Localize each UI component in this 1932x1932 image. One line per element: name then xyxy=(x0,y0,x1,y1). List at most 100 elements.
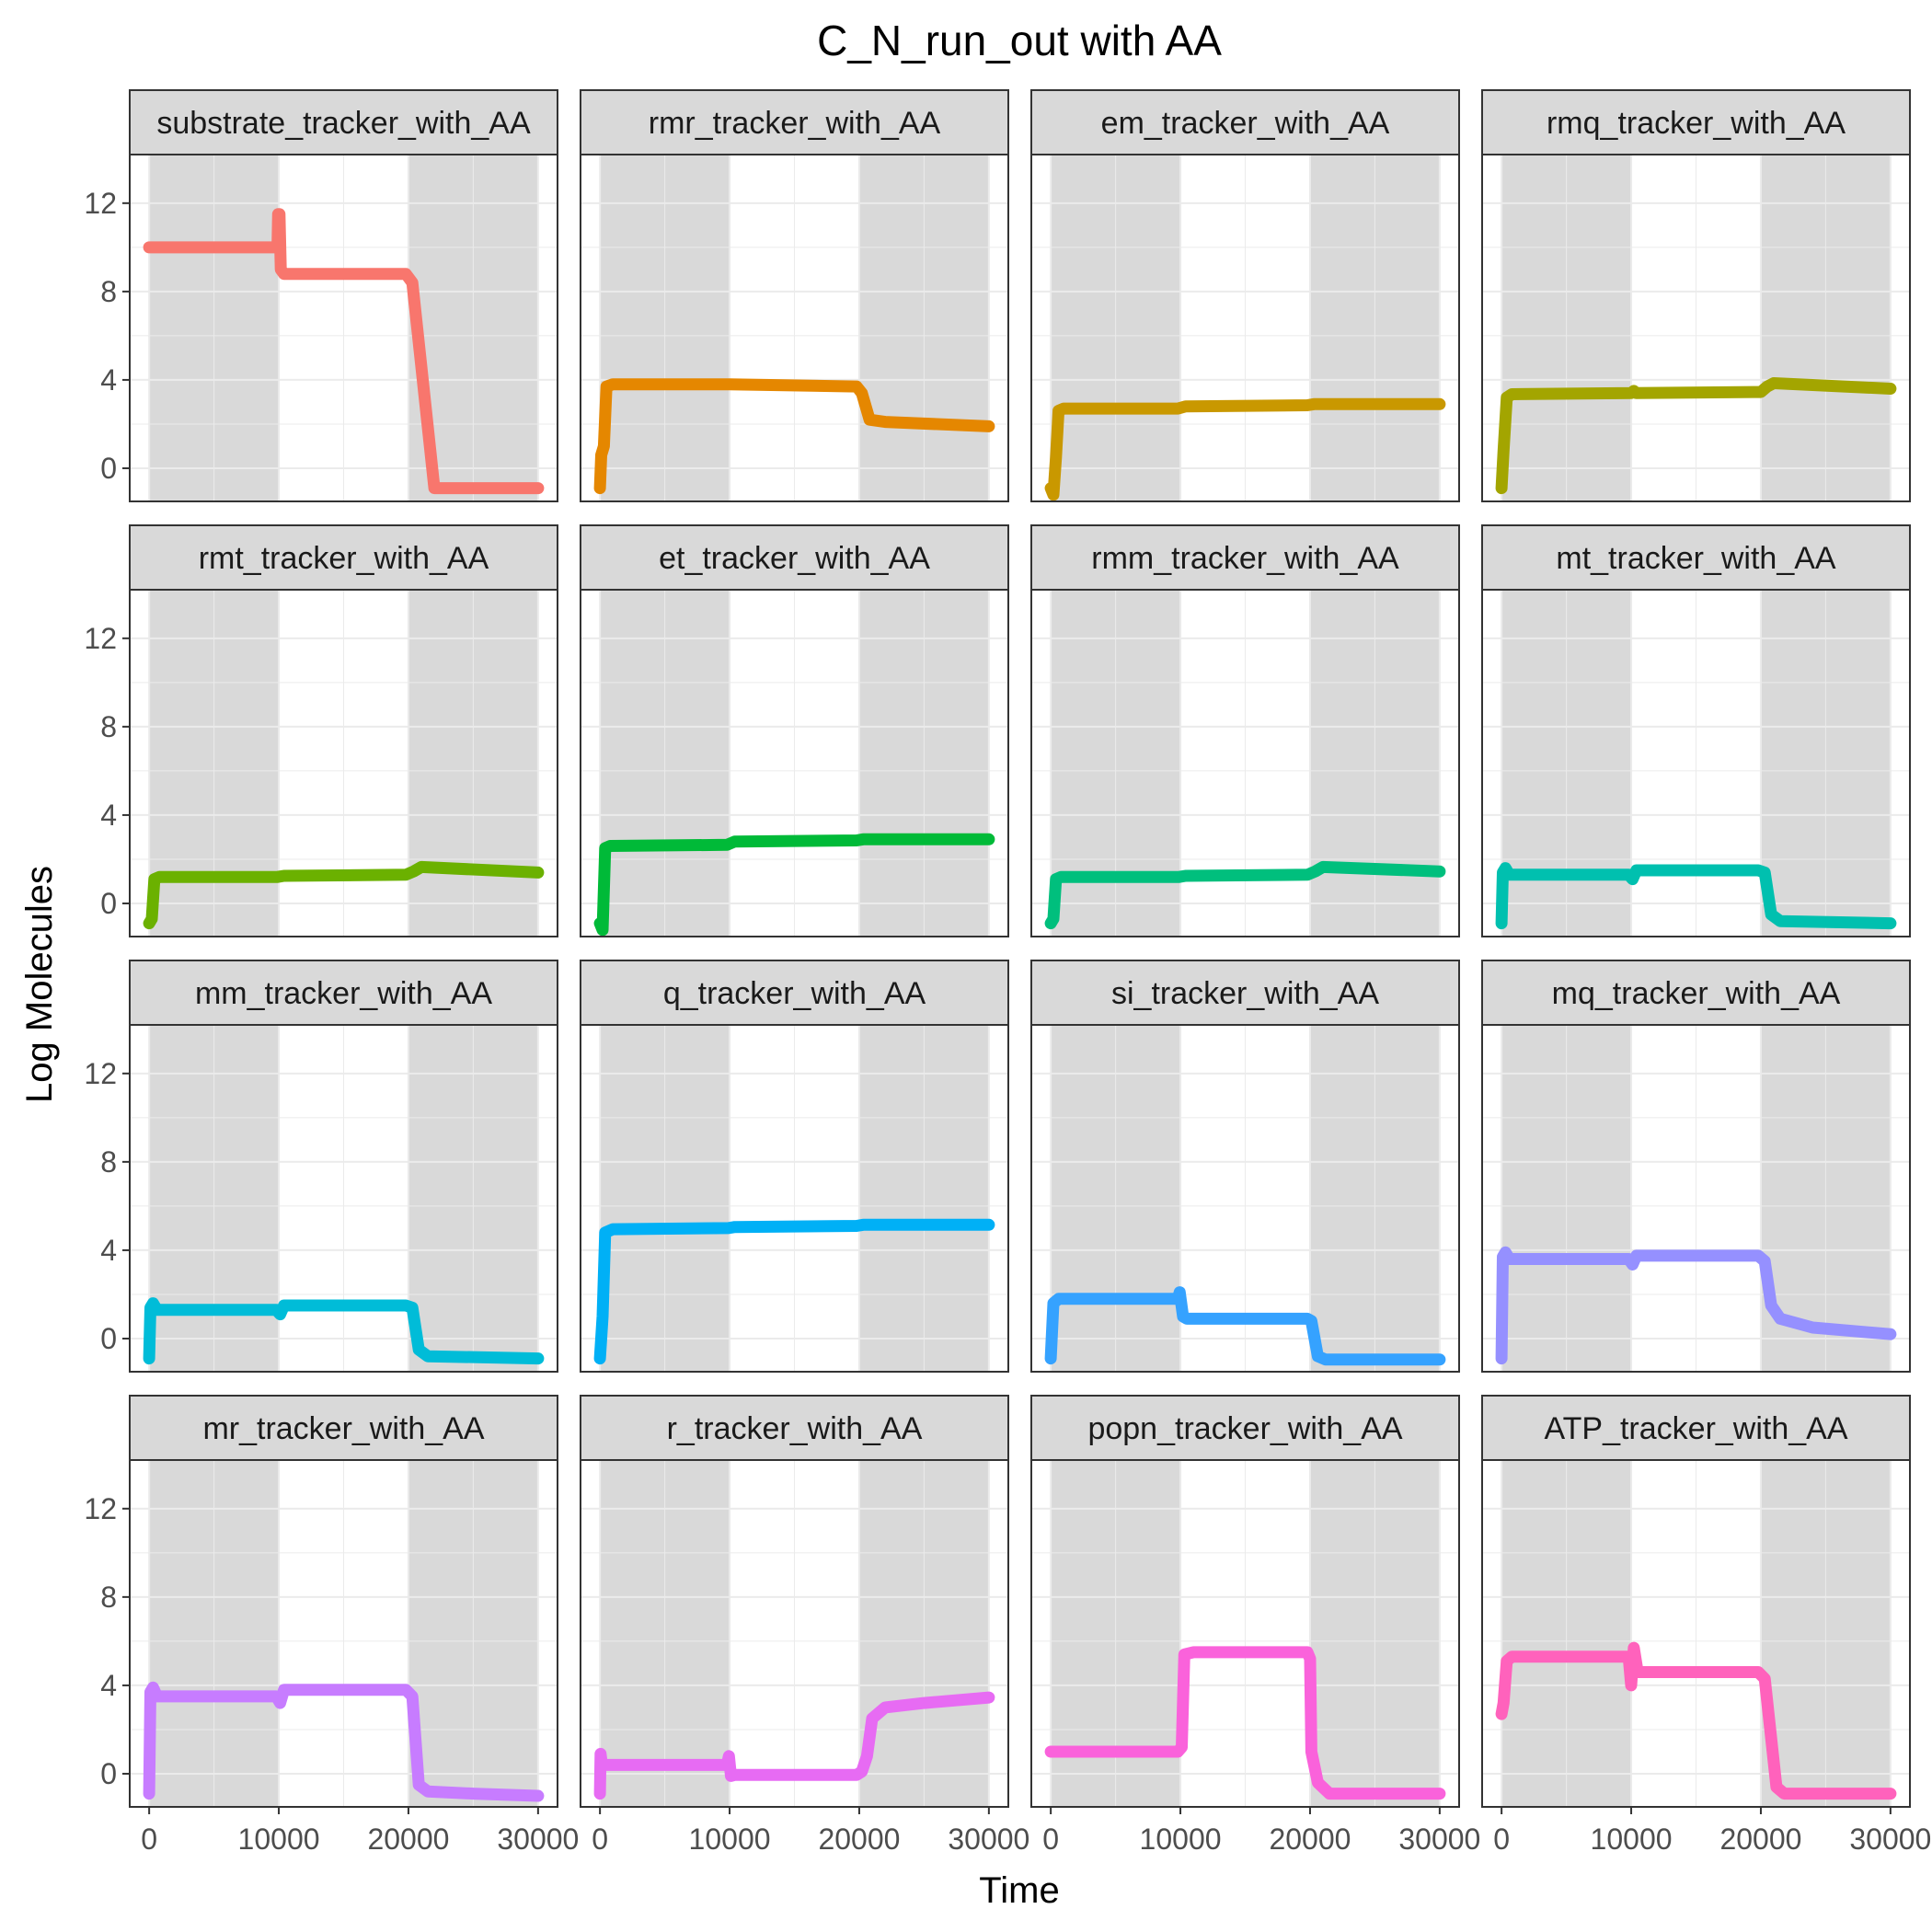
panel-border xyxy=(580,1024,1009,1373)
series-line xyxy=(1044,1646,1446,1800)
series-line xyxy=(593,833,995,937)
y-tick-label: 12 xyxy=(84,1057,117,1090)
panel-border xyxy=(129,589,558,937)
facet-panel: ATP_tracker_with_AA 0 10000 20000 30000 xyxy=(1481,1395,1931,1856)
y-tick-label: 0 xyxy=(100,1757,117,1790)
facet-strip xyxy=(129,524,558,591)
facet-panel: et_tracker_with_AA xyxy=(580,524,1009,937)
x-tick-label: 30000 xyxy=(1849,1823,1931,1856)
y-tick-label: 0 xyxy=(100,452,117,485)
y-axis-title: Log Molecules xyxy=(19,866,60,1103)
facet-panel: si_tracker_with_AA xyxy=(1030,960,1460,1373)
facet-strip-label: substrate_tracker_with_AA xyxy=(156,106,531,141)
facet-strip-label: rmm_tracker_with_AA xyxy=(1091,541,1399,576)
facet-strip-label: rmr_tracker_with_AA xyxy=(649,106,941,141)
x-tick-label: 10000 xyxy=(1140,1823,1222,1856)
facet-strip-label: mm_tracker_with_AA xyxy=(195,976,492,1011)
x-tick-label: 0 xyxy=(592,1823,608,1856)
facet-strip-label: ATP_tracker_with_AA xyxy=(1544,1411,1847,1446)
y-tick-label: 8 xyxy=(100,1145,117,1179)
facet-strip-label: em_tracker_with_AA xyxy=(1101,106,1390,141)
facet-strip-label: mt_tracker_with_AA xyxy=(1556,541,1836,576)
facet-strip-label: si_tracker_with_AA xyxy=(1111,976,1379,1011)
y-tick-label: 8 xyxy=(100,275,117,308)
series-line xyxy=(143,860,545,930)
y-tick-label: 8 xyxy=(100,710,117,743)
facet-panel: q_tracker_with_AA xyxy=(580,960,1009,1373)
series-line xyxy=(143,1681,545,1802)
facet-strip xyxy=(580,1395,1009,1461)
facet-strip xyxy=(129,89,558,155)
facet-strip-label: q_tracker_with_AA xyxy=(663,976,926,1011)
series-line xyxy=(1495,1246,1897,1365)
y-tick-label: 4 xyxy=(100,799,117,832)
facet-strip xyxy=(129,960,558,1026)
panel-border xyxy=(1481,1459,1911,1808)
facet-strip xyxy=(1030,960,1460,1026)
y-tick-label: 12 xyxy=(84,1492,117,1525)
series-line xyxy=(1044,860,1446,930)
facet-panel: rmt_tracker_with_AA 0 4 8 12 xyxy=(84,524,558,937)
facet-panel: popn_tracker_with_AA 0 10000 20000 30000 xyxy=(1030,1395,1480,1856)
panel-border xyxy=(129,1459,558,1808)
x-tick-label: 10000 xyxy=(689,1823,771,1856)
facet-strip-label: popn_tracker_with_AA xyxy=(1087,1411,1402,1446)
panel-border xyxy=(1030,1024,1460,1373)
facet-panel: mt_tracker_with_AA xyxy=(1481,524,1911,937)
series-line xyxy=(1495,1641,1897,1800)
facet-panel: mq_tracker_with_AA xyxy=(1481,960,1911,1373)
facet-panel: em_tracker_with_AA xyxy=(1030,89,1460,502)
panel-border xyxy=(1481,154,1911,502)
series-line xyxy=(143,1297,545,1365)
facet-strip-label: mq_tracker_with_AA xyxy=(1552,976,1841,1011)
x-tick-label: 30000 xyxy=(1398,1823,1480,1856)
y-tick-label: 12 xyxy=(84,187,117,220)
panel-border xyxy=(1481,589,1911,937)
series-line xyxy=(1495,377,1897,495)
series-line xyxy=(143,208,545,495)
facet-strip xyxy=(580,960,1009,1026)
facet-strip-label: rmt_tracker_with_AA xyxy=(199,541,489,576)
facet-strip-label: r_tracker_with_AA xyxy=(667,1411,923,1446)
facet-strip xyxy=(1030,89,1460,155)
panel-border xyxy=(1481,1024,1911,1373)
facet-panel: rmm_tracker_with_AA xyxy=(1030,524,1460,937)
series-line xyxy=(1495,862,1897,930)
facet-strip xyxy=(1481,1395,1911,1461)
series-line xyxy=(1044,1286,1446,1366)
panel-border xyxy=(129,154,558,502)
x-tick-label: 20000 xyxy=(367,1823,449,1856)
x-tick-label: 30000 xyxy=(948,1823,1029,1856)
panel-border xyxy=(129,1024,558,1373)
facet-panel: mm_tracker_with_AA 0 4 8 12 xyxy=(84,960,558,1373)
y-tick-label: 4 xyxy=(100,1234,117,1267)
x-axis-title: Time xyxy=(979,1870,1059,1911)
facet-strip-label: rmq_tracker_with_AA xyxy=(1547,106,1846,141)
x-tick-label: 10000 xyxy=(238,1823,320,1856)
x-tick-label: 0 xyxy=(141,1823,157,1856)
x-tick-label: 10000 xyxy=(1591,1823,1673,1856)
x-tick-label: 20000 xyxy=(1719,1823,1801,1856)
facet-panel: mr_tracker_with_AA 0 4 8 12 0 10000 20000 30000 xyxy=(84,1395,579,1856)
y-tick-label: 0 xyxy=(100,887,117,920)
series-line xyxy=(593,1691,995,1800)
panel-border xyxy=(580,589,1009,937)
y-tick-label: 0 xyxy=(100,1322,117,1355)
x-tick-label: 30000 xyxy=(497,1823,579,1856)
x-tick-label: 0 xyxy=(1042,1823,1059,1856)
facet-panel: r_tracker_with_AA 0 10000 20000 30000 xyxy=(580,1395,1029,1856)
panel-border xyxy=(1030,1459,1460,1808)
series-line xyxy=(1044,397,1446,501)
x-tick-label: 0 xyxy=(1493,1823,1510,1856)
facet-panel: substrate_tracker_with_AA 0 4 8 12 xyxy=(84,89,558,502)
y-tick-label: 8 xyxy=(100,1581,117,1614)
facet-strip xyxy=(129,1395,558,1461)
series-line xyxy=(593,378,995,495)
facet-strip xyxy=(1030,1395,1460,1461)
y-tick-label: 4 xyxy=(100,1669,117,1702)
facet-strip xyxy=(580,524,1009,591)
series-line xyxy=(593,1218,995,1365)
x-tick-label: 20000 xyxy=(1269,1823,1351,1856)
facet-strip-label: mr_tracker_with_AA xyxy=(202,1411,484,1446)
